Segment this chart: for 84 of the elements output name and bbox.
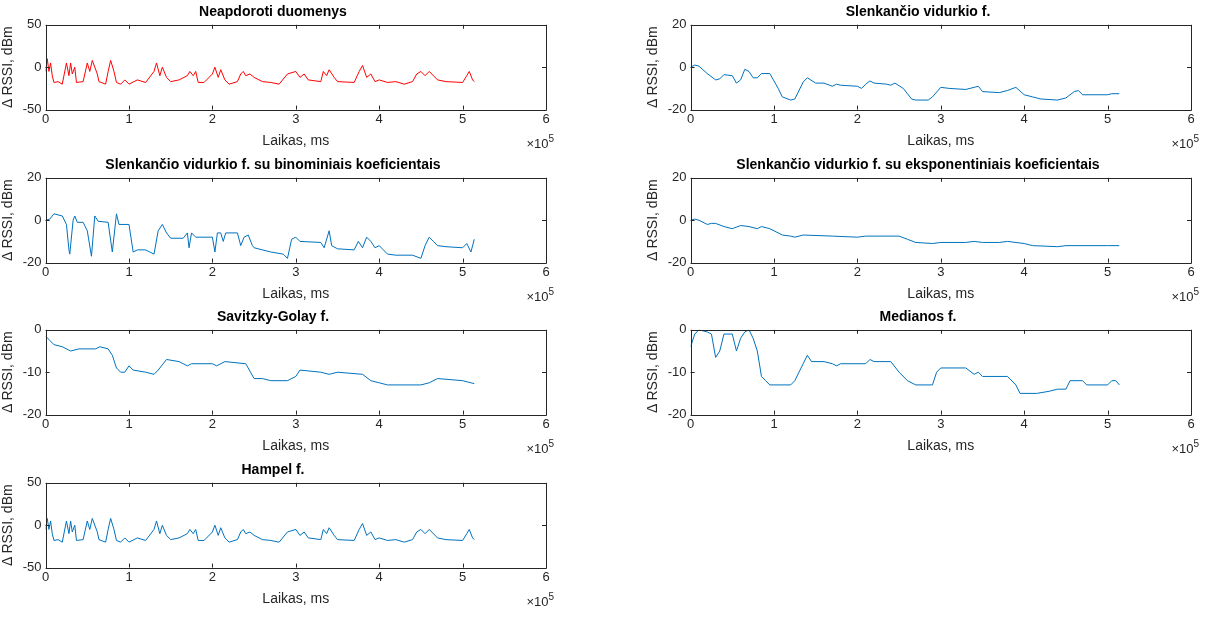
y-axis-title: Δ RSSI, dBm xyxy=(644,178,661,261)
x-tick-label: 1 xyxy=(770,415,778,431)
chart-title: Medianos f. xyxy=(879,308,957,325)
x-tick-label: 3 xyxy=(937,263,945,279)
y-tick-label: -10 xyxy=(22,363,42,379)
x-tick-label: 1 xyxy=(125,263,133,279)
y-tick-label: 50 xyxy=(27,16,42,32)
x-tick-label: 2 xyxy=(208,110,217,126)
x-tick-label: 3 xyxy=(292,110,300,126)
y-tick-label: -20 xyxy=(667,253,687,269)
chart-title: Slenkančio vidurkio f. su eksponentiniais koeficientais xyxy=(736,155,1100,172)
x-tick-label: 6 xyxy=(1187,110,1195,126)
x-tick-label: 2 xyxy=(853,110,862,126)
x-tick-label: 5 xyxy=(1103,110,1112,126)
y-tick-label: 0 xyxy=(34,211,42,227)
x-tick-label: 4 xyxy=(375,415,383,431)
y-tick-label: 0 xyxy=(34,321,42,337)
x-axis-title: Laikas, ms xyxy=(907,437,975,454)
x-tick-label: 4 xyxy=(1020,415,1028,431)
x-tick-label: 6 xyxy=(1187,415,1195,431)
x-tick-label: 6 xyxy=(542,263,550,279)
chart-title: Savitzky-Golay f. xyxy=(216,308,330,325)
x-axis-title: Laikas, ms xyxy=(262,284,330,301)
x-tick-label: 6 xyxy=(542,568,550,584)
y-tick-label: 20 xyxy=(672,16,687,32)
x-tick-label: 3 xyxy=(292,568,300,584)
x-tick-label: 4 xyxy=(375,110,383,126)
x-axis-title: Laikas, ms xyxy=(262,132,330,149)
x-axis-title: Laikas, ms xyxy=(907,284,975,301)
x-tick-label: 4 xyxy=(375,263,383,279)
x-tick-label: 4 xyxy=(1020,263,1028,279)
y-axis-title: Δ RSSI, dBm xyxy=(0,178,16,261)
y-tick-label: 20 xyxy=(27,168,42,184)
x-tick-label: 2 xyxy=(208,568,217,584)
x-tick-label: 4 xyxy=(375,568,383,584)
y-tick-label: 0 xyxy=(679,211,687,227)
x-axis-title: Laikas, ms xyxy=(262,589,330,606)
x-tick-label: 3 xyxy=(292,263,300,279)
x-tick-label: 5 xyxy=(1103,263,1112,279)
x-tick-label: 1 xyxy=(770,110,778,126)
y-tick-label: 0 xyxy=(34,516,42,532)
y-axis-title: Δ RSSI, dBm xyxy=(644,331,661,414)
chart-title: Slenkančio vidurkio f. su binominiais koeficientais xyxy=(105,155,441,172)
x-tick-label: 6 xyxy=(1187,263,1195,279)
y-tick-label: 20 xyxy=(672,168,687,184)
x-tick-label: 1 xyxy=(770,263,778,279)
x-tick-label: 2 xyxy=(208,263,217,279)
x-tick-label: 1 xyxy=(125,110,133,126)
x-tick-label: 3 xyxy=(292,415,300,431)
x-axis-title: Laikas, ms xyxy=(262,437,330,454)
chart-title: Hampel f. xyxy=(241,460,305,477)
chart-title: Neapdoroti duomenys xyxy=(199,3,348,20)
y-tick-label: -20 xyxy=(22,406,42,422)
x-tick-label: 1 xyxy=(125,415,133,431)
x-tick-label: 2 xyxy=(208,415,217,431)
y-tick-label: 0 xyxy=(679,58,687,74)
y-axis-title: Δ RSSI, dBm xyxy=(0,331,16,414)
x-tick-label: 5 xyxy=(1103,415,1112,431)
x-tick-label: 3 xyxy=(937,110,945,126)
x-tick-label: 2 xyxy=(853,263,862,279)
x-tick-label: 4 xyxy=(1020,110,1028,126)
x-tick-label: 6 xyxy=(542,415,550,431)
x-tick-label: 6 xyxy=(542,110,550,126)
y-tick-label: -50 xyxy=(22,558,42,574)
y-tick-label: -50 xyxy=(22,101,42,117)
x-tick-label: 5 xyxy=(458,415,467,431)
y-axis-title: Δ RSSI, dBm xyxy=(644,26,661,109)
y-axis-title: Δ RSSI, dBm xyxy=(0,483,16,566)
y-tick-label: 0 xyxy=(34,58,42,74)
x-tick-label: 3 xyxy=(937,415,945,431)
y-tick-label: -10 xyxy=(667,363,687,379)
y-tick-label: -20 xyxy=(22,253,42,269)
x-tick-label: 2 xyxy=(853,415,862,431)
y-tick-label: 0 xyxy=(679,321,687,337)
x-axis-title: Laikas, ms xyxy=(907,132,975,149)
y-tick-label: -20 xyxy=(667,101,687,117)
y-tick-label: 50 xyxy=(27,473,42,489)
chart-title: Slenkančio vidurkio f. xyxy=(845,3,991,20)
x-tick-label: 1 xyxy=(125,568,133,584)
x-tick-label: 5 xyxy=(458,110,467,126)
x-tick-label: 5 xyxy=(458,568,467,584)
y-tick-label: -20 xyxy=(667,406,687,422)
y-axis-title: Δ RSSI, dBm xyxy=(0,26,16,109)
x-tick-label: 5 xyxy=(458,263,467,279)
